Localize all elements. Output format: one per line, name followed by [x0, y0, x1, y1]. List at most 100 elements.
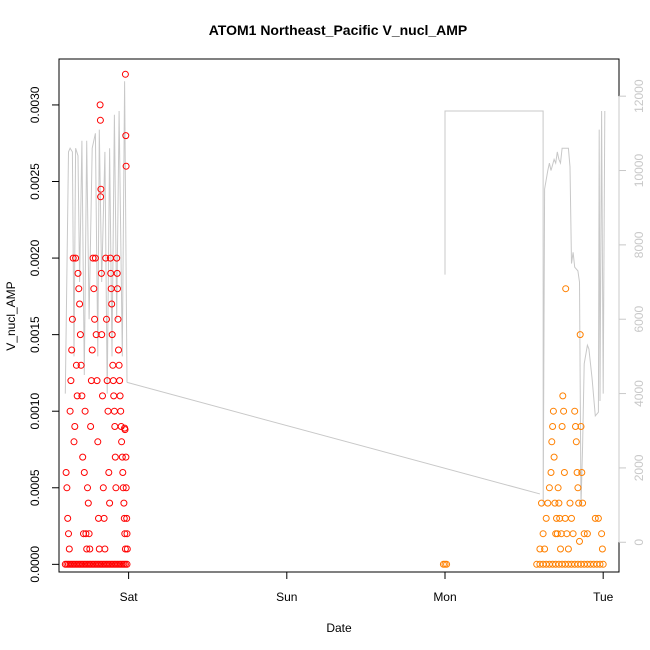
y2-tick-label: 8000 — [632, 231, 646, 258]
data-point-series-1 — [111, 453, 119, 461]
secondary-line-mon-tue — [444, 110, 606, 506]
data-point-series-1 — [120, 514, 128, 522]
data-point-series-2 — [549, 423, 557, 430]
data-point-series-1 — [123, 514, 131, 522]
data-point-series-1 — [65, 545, 73, 553]
data-point-series-1 — [121, 426, 129, 434]
y-axis-label: V_nucl_AMP — [4, 281, 18, 350]
data-point-series-2 — [536, 545, 544, 553]
data-point-series-1 — [77, 361, 85, 369]
data-point-series-1 — [122, 484, 130, 492]
data-point-series-2 — [551, 499, 559, 507]
data-point-series-2 — [554, 484, 562, 492]
data-point-series-2 — [545, 484, 553, 492]
data-point-series-1 — [91, 254, 99, 262]
y2-axis-right: 0 2000 4000 6000 8000 10000 12000 — [618, 79, 646, 546]
secondary-line-fri-sat — [64, 81, 128, 394]
data-point-series-2 — [559, 392, 567, 400]
secondary-line-group — [64, 81, 606, 506]
data-point-series-1 — [111, 423, 119, 430]
data-point-series-1 — [98, 331, 106, 339]
y2-tick-label: 6000 — [632, 306, 646, 333]
data-point-series-2 — [566, 499, 574, 507]
data-point-series-1 — [72, 254, 80, 262]
data-point-series-2 — [541, 545, 549, 553]
data-point-series-2 — [443, 560, 451, 568]
data-point-series-1 — [116, 377, 124, 385]
data-point-series-1 — [80, 469, 88, 476]
data-point-series-1 — [66, 407, 74, 415]
plot-frame — [58, 58, 620, 573]
data-point-series-1 — [68, 346, 76, 354]
data-point-series-2 — [562, 285, 570, 293]
data-point-series-1 — [84, 499, 92, 507]
data-point-series-1 — [93, 377, 101, 385]
data-point-series-2 — [594, 514, 602, 522]
x-tick-label: Sun — [276, 590, 297, 604]
data-point-series-1 — [97, 269, 105, 277]
data-point-series-1 — [110, 407, 118, 415]
data-point-series-1 — [122, 453, 130, 461]
data-point-series-1 — [83, 545, 91, 553]
data-point-series-1 — [64, 514, 72, 522]
data-point-series-2 — [598, 530, 606, 538]
data-point-series-1 — [123, 545, 131, 553]
data-point-series-1 — [118, 453, 126, 461]
data-point-series-1 — [122, 162, 130, 170]
data-point-series-2 — [548, 438, 556, 446]
data-point-series-1 — [101, 545, 109, 553]
data-point-series-1 — [81, 407, 89, 415]
data-point-series-1 — [70, 438, 78, 446]
data-point-series-1 — [86, 545, 94, 553]
data-point-series-1 — [97, 193, 105, 201]
data-point-series-2 — [591, 514, 599, 522]
data-point-series-1 — [109, 377, 117, 385]
data-point-series-1 — [100, 514, 108, 522]
data-point-series-2 — [572, 438, 580, 446]
data-point-series-1 — [122, 132, 130, 140]
data-point-series-1 — [113, 269, 121, 277]
y-tick-label: 0.0020 — [28, 239, 42, 276]
data-point-series-1 — [119, 469, 127, 476]
y-axis: 0.0000 0.0005 0.0010 0.0015 0.0020 0.0025 0.00… — [28, 86, 60, 583]
data-point-series-1 — [121, 530, 129, 538]
x-axis-label: Date — [326, 621, 352, 635]
data-point-series-2 — [580, 530, 588, 538]
data-point-series-1 — [76, 300, 84, 308]
data-point-series-2 — [575, 499, 583, 507]
data-point-series-1 — [112, 484, 120, 492]
data-point-series-2 — [560, 469, 568, 476]
y2-tick-label: 4000 — [632, 380, 646, 407]
y-tick-label: 0.0025 — [28, 163, 42, 200]
data-point-series-2 — [598, 545, 606, 553]
data-point-series-1 — [114, 315, 122, 323]
data-point-series-2 — [574, 484, 582, 492]
data-point-series-2 — [599, 560, 607, 568]
data-point-series-1 — [78, 392, 86, 400]
x-tick-label: Tue — [593, 590, 614, 604]
data-point-series-2 — [557, 545, 564, 553]
data-point-series-1 — [104, 407, 112, 415]
data-point-series-1 — [75, 285, 83, 293]
data-point-series-2 — [577, 423, 585, 430]
data-point-series-2 — [569, 530, 577, 538]
data-point-series-1 — [96, 116, 104, 124]
data-point-series-1 — [94, 438, 102, 446]
data-point-series-2 — [576, 331, 584, 339]
data-point-series-1 — [68, 315, 76, 323]
data-point-series-1 — [115, 361, 123, 369]
data-point-series-2 — [555, 499, 563, 507]
data-point-series-2 — [558, 423, 566, 430]
data-point-series-1 — [74, 269, 82, 277]
data-point-series-1 — [91, 315, 99, 323]
data-point-series-1 — [72, 361, 80, 369]
data-point-series-1 — [117, 407, 125, 415]
data-point-series-2 — [571, 407, 579, 415]
data-point-series-2 — [539, 530, 547, 538]
data-point-series-2 — [547, 469, 555, 476]
data-point-series-1 — [67, 377, 75, 385]
data-point-series-1 — [89, 254, 97, 262]
connector-line — [126, 381, 541, 495]
data-point-series-1 — [71, 423, 79, 430]
